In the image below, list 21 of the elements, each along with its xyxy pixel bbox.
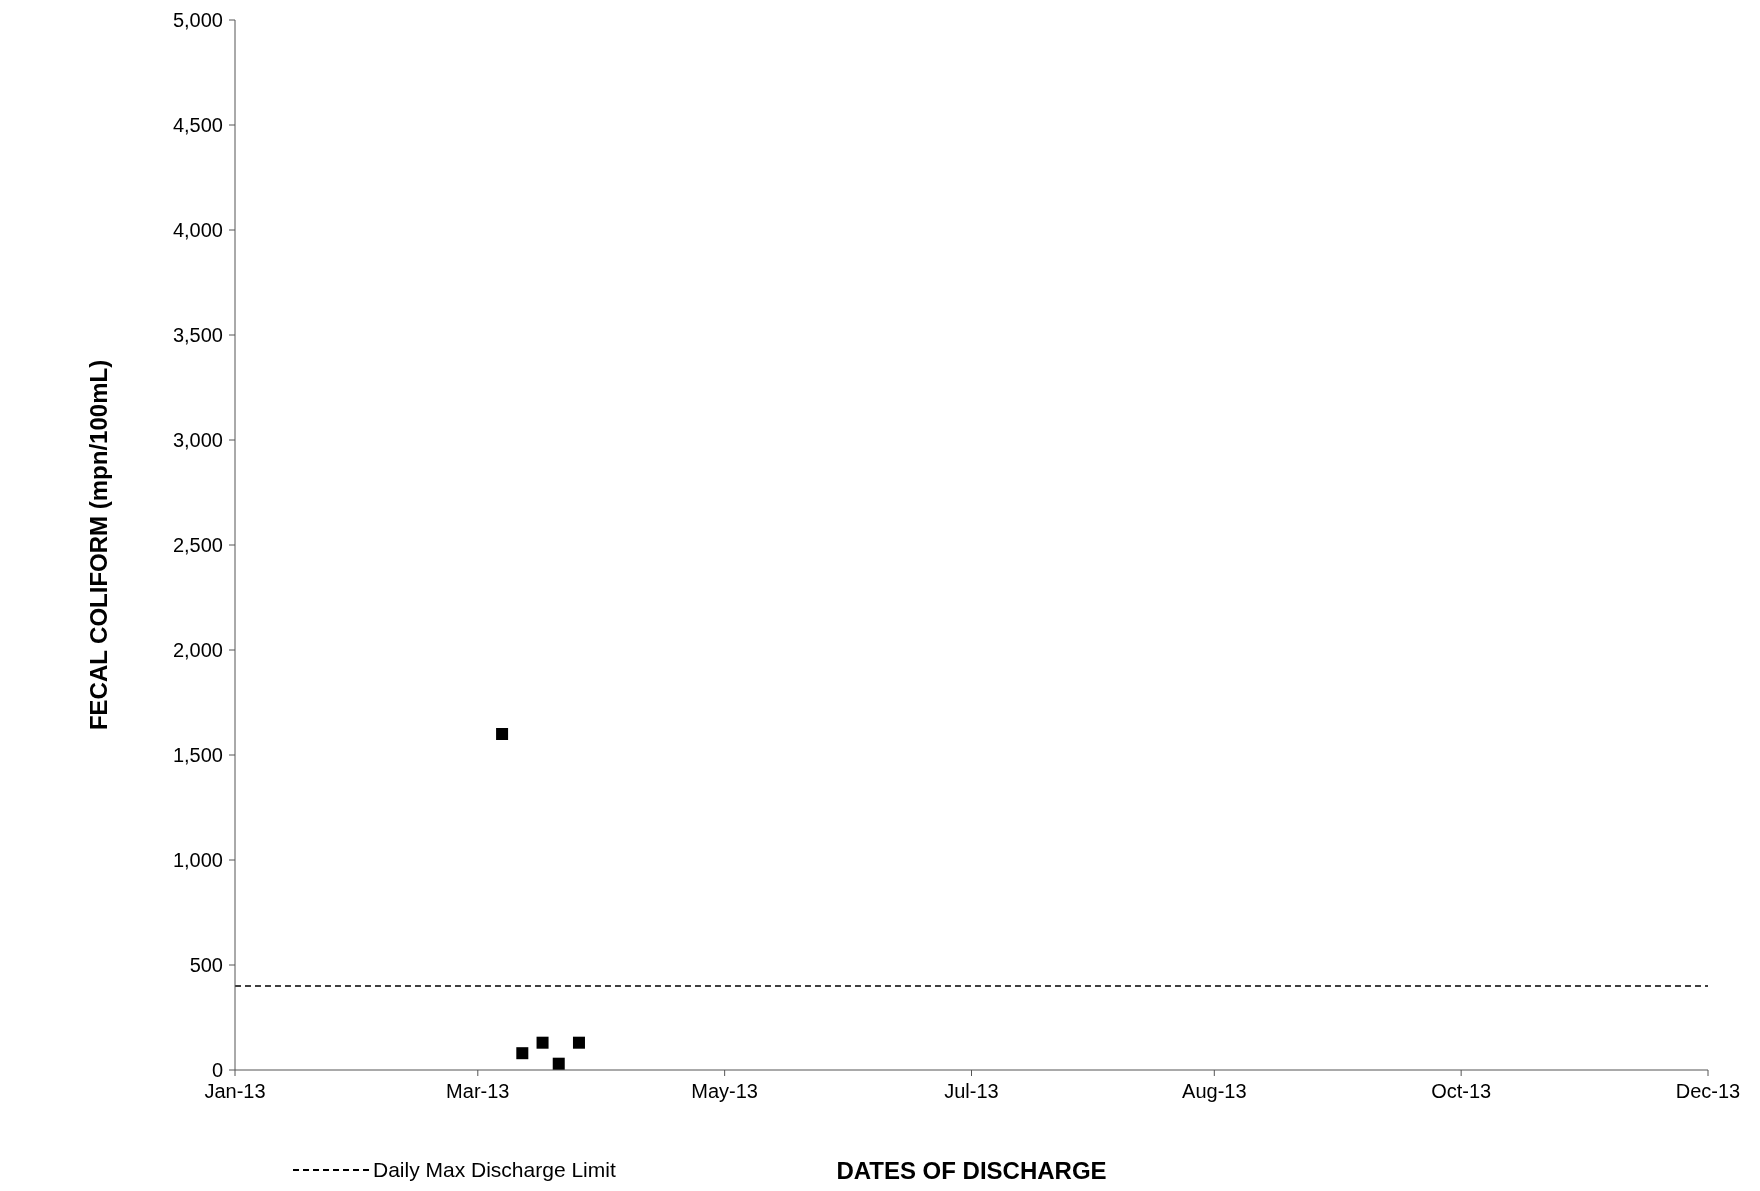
y-axis-title: FECAL COLIFORM (mpn/100mL): [84, 359, 112, 731]
x-axis-title: DATES OF DISCHARGE: [836, 1157, 1107, 1184]
y-tick-label: 1,000: [172, 849, 223, 872]
x-tick-label: Aug-13: [1182, 1080, 1247, 1103]
x-tick-label: Jul-13: [944, 1080, 999, 1103]
y-tick-label: 4,000: [172, 219, 223, 242]
x-tick-label: Dec-13: [1675, 1080, 1741, 1103]
x-tick-label: Oct-13: [1431, 1080, 1492, 1103]
x-tick-label: May-13: [691, 1080, 758, 1103]
y-tick-label: 2,500: [172, 534, 223, 557]
x-tick-label: Mar-13: [446, 1080, 510, 1103]
y-tick-label: 4,500: [172, 114, 223, 137]
legend-label: Daily Max Discharge Limit: [373, 1158, 616, 1182]
y-tick-label: 0: [211, 1059, 223, 1082]
y-tick-label: 2,000: [172, 639, 223, 662]
y-tick-label: 1,500: [172, 744, 223, 767]
y-tick-label: 3,000: [172, 429, 223, 452]
x-tick-label: Jan-13: [204, 1080, 266, 1103]
y-tick-label: 3,500: [172, 324, 223, 347]
y-tick-label: 500: [189, 954, 223, 977]
y-tick-label: 5,000: [172, 9, 223, 32]
